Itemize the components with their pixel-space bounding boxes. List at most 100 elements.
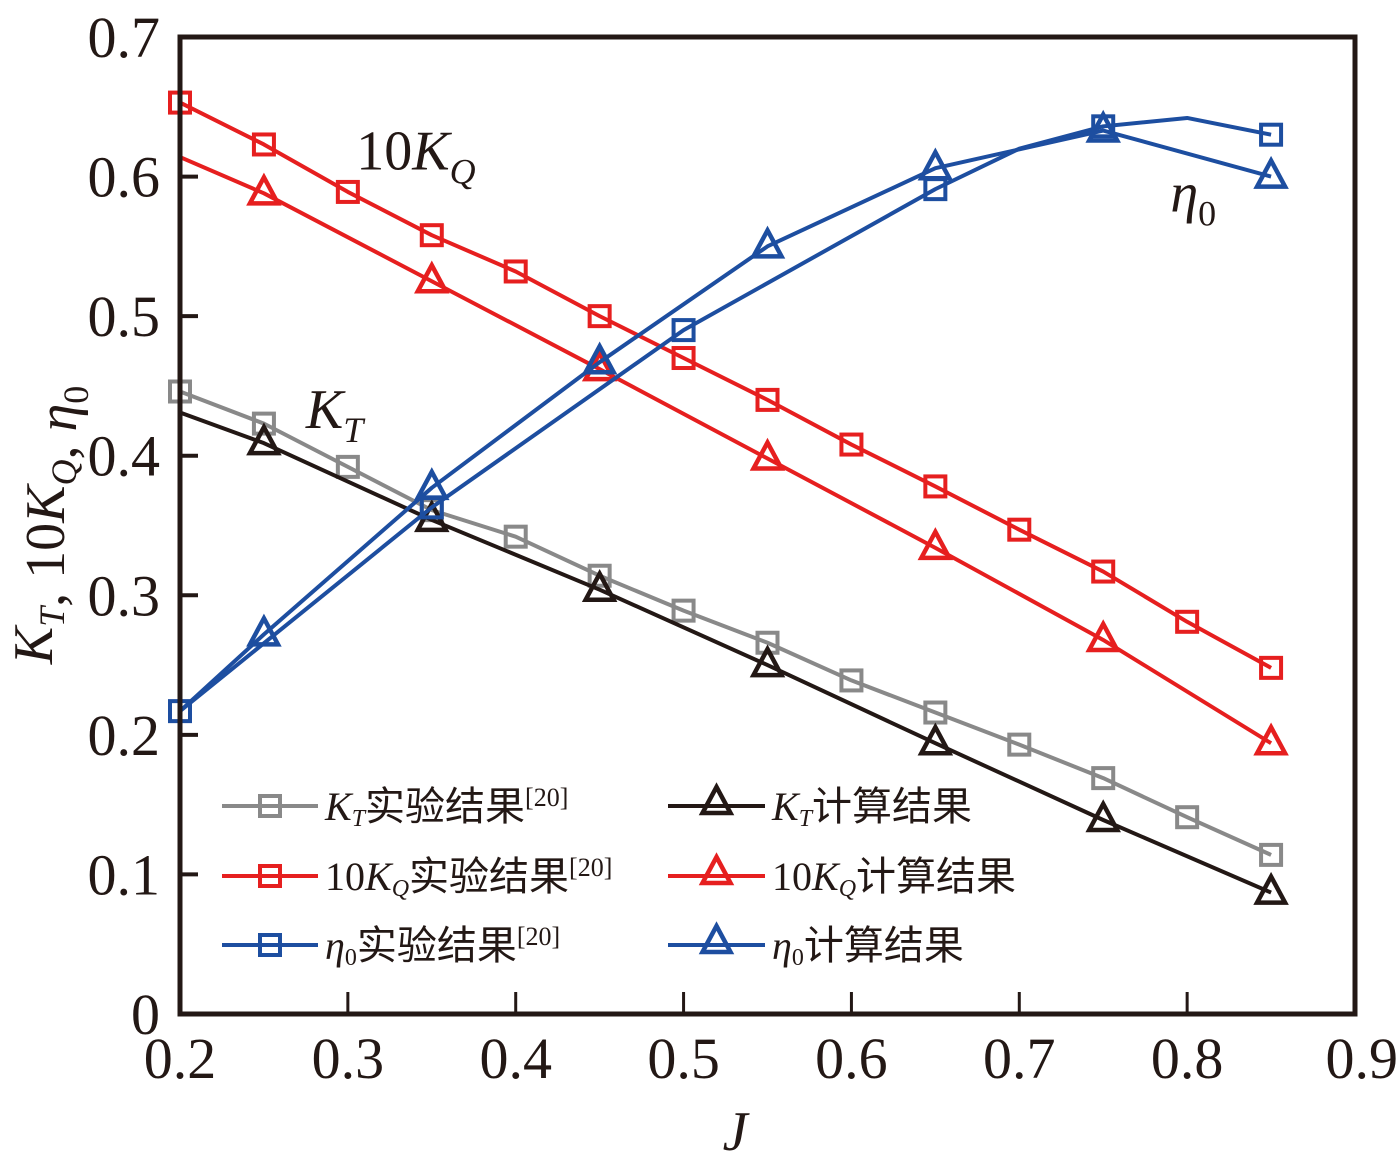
square-marker (258, 864, 282, 888)
series-line (178, 128, 1272, 713)
triangle-marker (917, 722, 954, 756)
square-marker (839, 432, 864, 457)
square-marker (1007, 732, 1032, 757)
y-tick-label: 0.2 (88, 703, 161, 768)
y-tick-label: 0.3 (88, 563, 161, 628)
series-5 (178, 109, 1289, 713)
square-marker (335, 179, 360, 204)
square-marker (1007, 517, 1032, 542)
series-line (179, 155, 1273, 745)
legend-label: 10KQ实验结果[20] (325, 853, 612, 902)
square-marker (671, 346, 696, 371)
y-axis-title: KT, 10KQ, η0 (3, 386, 96, 666)
square-marker (1259, 655, 1284, 680)
square-marker (1175, 805, 1200, 830)
legend-label: KT实验结果[20] (324, 783, 568, 832)
square-marker (587, 304, 612, 329)
y-tick-label: 0 (131, 982, 160, 1047)
legend-item: KT实验结果[20] (222, 783, 568, 832)
x-tick-label: 0.4 (479, 1026, 552, 1091)
y-tick-label: 0.1 (88, 842, 161, 907)
x-tick-label: 0.7 (983, 1026, 1056, 1091)
legend-item: KT计算结果 (668, 782, 972, 832)
plot-series (168, 90, 1289, 905)
x-tick-label: 0.6 (815, 1026, 888, 1091)
square-marker (1091, 766, 1116, 791)
square-marker (671, 598, 696, 623)
triangle-marker (1085, 619, 1121, 653)
triangle-marker (246, 613, 282, 647)
y-tick-label: 0.6 (88, 145, 161, 210)
series-line (179, 389, 1272, 857)
triangle-marker (1253, 722, 1289, 756)
triangle-marker (698, 782, 735, 816)
triangle-marker (246, 422, 282, 456)
triangle-marker (1085, 799, 1121, 833)
square-marker (251, 132, 276, 157)
square-marker (251, 411, 276, 436)
triangle-marker (581, 341, 618, 375)
x-axis-ticks: 0.2 0.3 0.4 0.5 0.6 0.7 0.8 0.9 (144, 992, 1398, 1091)
annotation-kq: 10KQ (356, 121, 475, 192)
square-marker (1259, 122, 1284, 147)
y-axis-ticks: 0 0.1 0.2 0.3 0.4 0.5 0.6 0.7 (88, 5, 198, 1047)
triangle-marker (698, 852, 735, 886)
square-marker (587, 563, 612, 588)
triangle-marker (1253, 155, 1289, 189)
legend-label: η0实验结果[20] (325, 922, 560, 971)
square-marker (671, 318, 696, 343)
square-marker (839, 668, 864, 693)
triangle-marker (917, 527, 954, 561)
x-axis-title: J (723, 1101, 751, 1163)
legend-label: KT计算结果 (771, 784, 972, 832)
legend-item: η0实验结果[20] (222, 922, 560, 971)
legend-item: 10KQ计算结果 (668, 852, 1016, 902)
y-tick-label: 0.5 (88, 284, 161, 349)
series-1 (179, 410, 1289, 905)
curve-annotations: 10KQ KT η0 (305, 121, 1216, 450)
legend-item: 10KQ实验结果[20] (222, 853, 612, 902)
y-tick-label: 0.7 (88, 5, 161, 70)
legend-label: η0计算结果 (772, 923, 964, 971)
annotation-eta: η0 (1170, 162, 1216, 233)
square-marker (1175, 609, 1200, 634)
plot-frame (177, 34, 1358, 1017)
series-line (179, 410, 1272, 895)
triangle-marker (246, 172, 282, 206)
triangle-marker (581, 568, 618, 602)
square-marker (1259, 842, 1284, 867)
triangle-marker (414, 467, 450, 501)
legend-label: 10KQ计算结果 (772, 854, 1016, 902)
triangle-marker (749, 225, 786, 259)
x-tick-label: 0.2 (144, 1026, 217, 1091)
square-marker (258, 794, 282, 818)
square-marker (755, 387, 780, 412)
y-tick-label: 0.4 (88, 424, 161, 489)
square-marker (419, 223, 444, 248)
series-line (178, 115, 1272, 713)
triangle-marker (1253, 871, 1289, 905)
series-line (179, 100, 1273, 670)
square-marker (923, 474, 948, 499)
triangle-marker (698, 921, 735, 955)
triangle-marker (1085, 109, 1121, 143)
square-marker (503, 524, 528, 549)
square-marker (335, 454, 360, 479)
annotation-kt: KT (305, 379, 366, 450)
triangle-marker (414, 260, 450, 294)
triangle-marker (917, 147, 954, 181)
x-tick-label: 0.3 (312, 1026, 385, 1091)
x-tick-label: 0.9 (1326, 1026, 1399, 1091)
series-2 (168, 90, 1284, 680)
legend: KT实验结果[20] KT计算结果 10KQ实验结果[20] 10KQ计算结果 η0实验… (222, 782, 1016, 971)
series-3 (179, 155, 1289, 756)
x-tick-label: 0.8 (1151, 1026, 1224, 1091)
square-marker (1091, 559, 1116, 584)
legend-item: η0计算结果 (668, 921, 964, 971)
square-marker (503, 259, 528, 284)
triangle-marker (749, 644, 786, 678)
x-tick-label: 0.5 (647, 1026, 720, 1091)
triangle-marker (749, 437, 786, 471)
square-marker (258, 933, 282, 957)
